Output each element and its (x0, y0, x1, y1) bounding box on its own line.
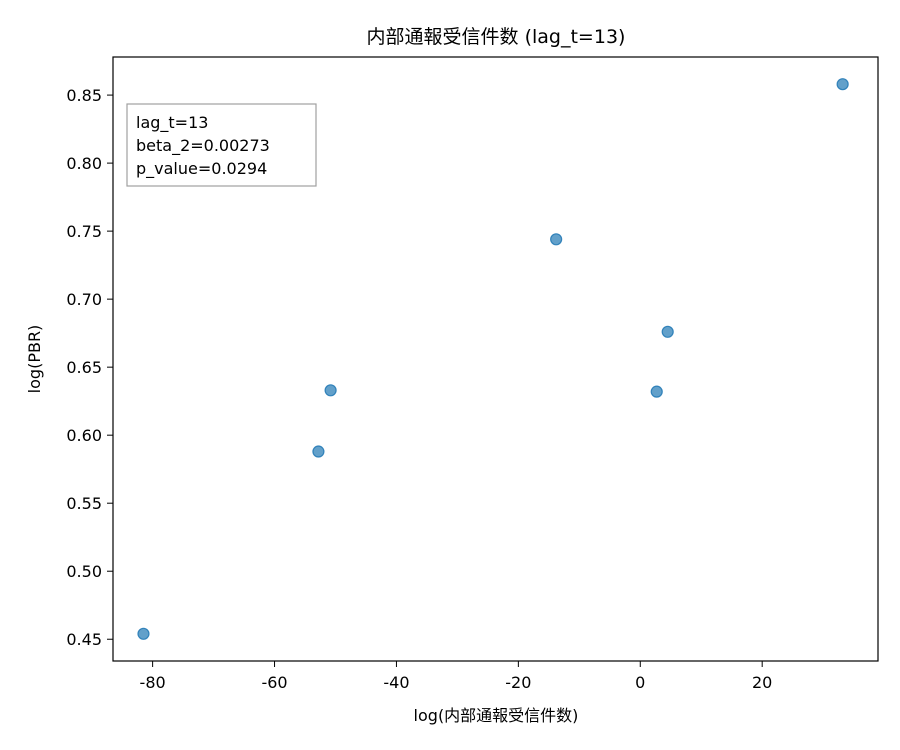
y-tick-label: 0.65 (66, 358, 102, 377)
x-tick-label: -20 (505, 673, 531, 692)
annotation-line-pvalue: p_value=0.0294 (136, 159, 267, 179)
y-tick-label: 0.80 (66, 154, 102, 173)
y-axis-label: log(PBR) (25, 325, 44, 394)
data-point-7 (836, 78, 849, 91)
x-axis-label: log(内部通報受信件数) (414, 706, 579, 725)
annotation-line-lag: lag_t=13 (136, 113, 208, 133)
data-point-6 (661, 325, 674, 338)
data-point-5 (650, 385, 663, 398)
y-axis-ticks: 0.45 0.50 0.55 0.60 0.65 0.70 0.75 0.80 0.85 (66, 86, 113, 649)
y-tick-label: 0.50 (66, 562, 102, 581)
annotation-frame (126, 103, 317, 187)
data-point-4 (550, 233, 563, 246)
y-tick-label: 0.75 (66, 222, 102, 241)
x-tick-label: 0 (635, 673, 645, 692)
data-point-1 (137, 627, 150, 640)
annotation-line-beta: beta_2=0.00273 (136, 136, 270, 156)
x-tick-label: -60 (261, 673, 287, 692)
y-tick-label: 0.85 (66, 86, 102, 105)
annotation-box: lag_t=13 beta_2=0.00273 p_value=0.0294 (126, 103, 317, 187)
chart-title: 内部通報受信件数 (lag_t=13) (367, 26, 626, 48)
plot-frame (112, 56, 879, 662)
x-tick-label: -80 (140, 673, 166, 692)
plot-area (112, 56, 879, 662)
y-tick-label: 0.70 (66, 290, 102, 309)
x-tick-label: -40 (383, 673, 409, 692)
data-point-2 (312, 445, 325, 458)
y-tick-label: 0.45 (66, 630, 102, 649)
x-axis-ticks: -80 -60 -40 -20 0 20 (140, 661, 772, 692)
y-tick-label: 0.60 (66, 426, 102, 445)
data-points (137, 78, 849, 640)
data-point-3 (324, 384, 337, 397)
x-tick-label: 20 (752, 673, 772, 692)
y-tick-label: 0.55 (66, 494, 102, 513)
